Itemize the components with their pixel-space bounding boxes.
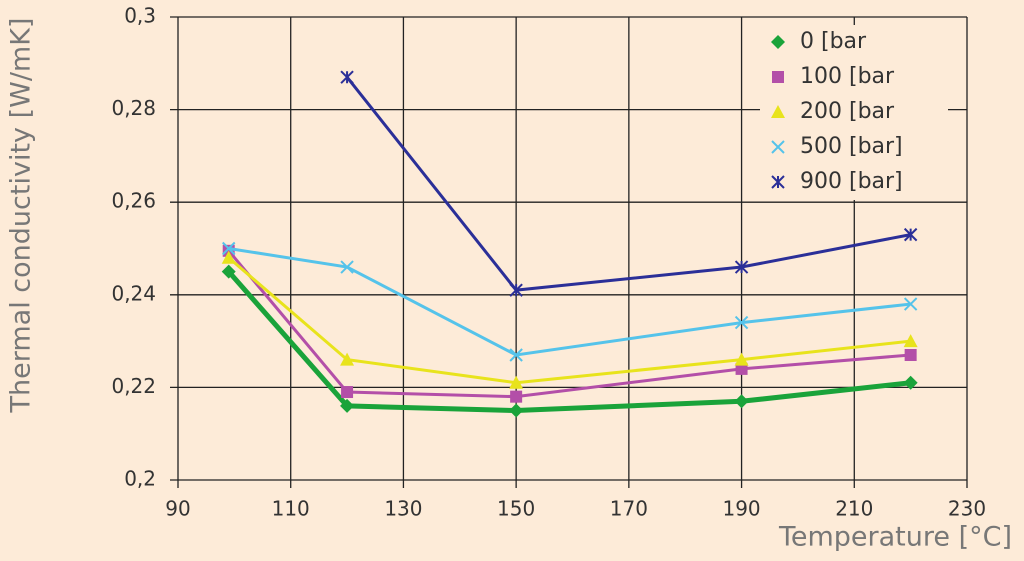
legend-marker [771, 175, 785, 189]
x-tick-label: 210 [835, 497, 873, 521]
data-point [341, 386, 354, 399]
legend-marker [771, 105, 785, 118]
data-point [903, 297, 918, 311]
legend-marker [771, 35, 785, 49]
data-point [904, 348, 917, 361]
x-tick-label: 230 [948, 497, 986, 521]
x-tick-label: 90 [165, 497, 190, 521]
data-point [734, 352, 749, 366]
data-point [509, 403, 524, 418]
data-point [734, 394, 749, 409]
x-tick-label: 150 [497, 497, 535, 521]
legend-box [760, 25, 948, 200]
y-tick-label: 0,22 [111, 374, 156, 398]
data-point [734, 260, 749, 274]
x-axis-title: Temperature [°C] [778, 522, 1012, 553]
data-point [221, 264, 236, 279]
data-point [509, 375, 524, 389]
data-point [903, 334, 918, 348]
data-point [903, 227, 918, 242]
x-tick-label: 110 [272, 497, 310, 521]
legend-label: 0 [bar [800, 29, 867, 54]
y-tick-label: 0,24 [111, 281, 156, 305]
legend-label: 500 [bar] [800, 134, 903, 159]
x-tick-label: 170 [610, 497, 648, 521]
legend-label: 900 [bar] [800, 169, 903, 194]
data-point [509, 348, 523, 362]
y-tick-label: 0,28 [111, 96, 156, 120]
data-point [340, 352, 355, 366]
data-point [903, 375, 918, 390]
legend-marker [771, 140, 785, 154]
legend-marker [772, 71, 784, 83]
x-tick-label: 190 [722, 497, 760, 521]
legend-label: 100 [bar [800, 64, 895, 89]
y-axis-title: Thermal conductivity [W/mK] [6, 18, 37, 414]
data-point [340, 70, 354, 84]
data-point [221, 250, 236, 264]
y-tick-label: 0,26 [111, 189, 156, 213]
data-point [734, 315, 749, 330]
series-line [345, 76, 911, 292]
data-point [340, 260, 354, 274]
data-point [510, 390, 523, 403]
data-point [735, 362, 748, 375]
y-tick-label: 0,2 [124, 467, 156, 491]
y-tick-label: 0,3 [124, 4, 156, 28]
legend-label: 200 [bar [800, 99, 895, 124]
data-point [340, 398, 355, 413]
x-tick-label: 130 [384, 497, 422, 521]
data-point [509, 283, 523, 297]
data-point [222, 241, 236, 256]
